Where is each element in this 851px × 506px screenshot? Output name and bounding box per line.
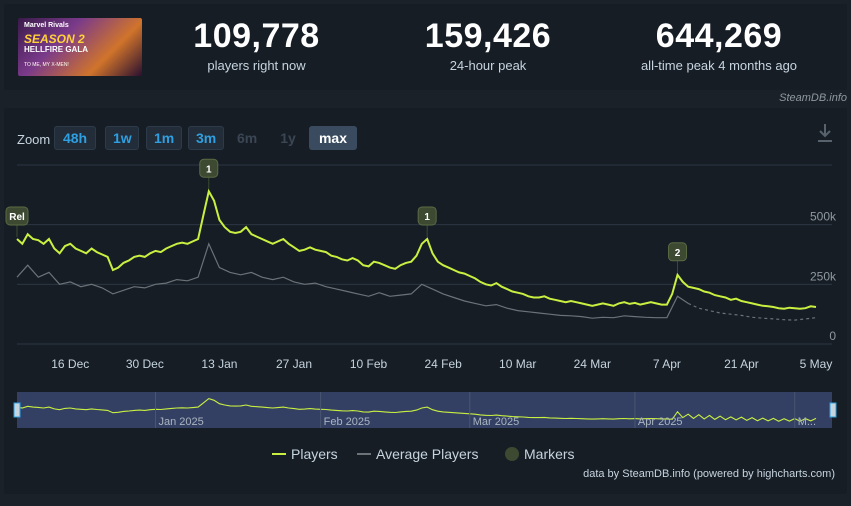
zoom-48h-button[interactable]: 48h [54, 126, 96, 150]
average-players-line [16, 242, 689, 319]
chart-gridlines [17, 164, 832, 345]
chart-markers: Rel 1 1 2 [5, 158, 688, 273]
marker[interactable]: 2 [668, 242, 688, 273]
x-tick-label: 30 Dec [126, 357, 164, 371]
legend-label: Average Players [376, 446, 478, 462]
navigator-line [16, 397, 817, 422]
stats-panel: Marvel Rivals SEASON 2 HELLFIRE GALA TO … [4, 4, 847, 90]
chart-legend: Players Average Players Markers [272, 446, 575, 462]
y-tick-label: 0 [829, 329, 836, 343]
stat-current-players: 109,778 players right now [174, 18, 339, 73]
marker-label: 1 [424, 212, 430, 223]
x-tick-label: 5 May [800, 357, 833, 371]
zoom-label: Zoom [17, 132, 51, 147]
players-line [16, 188, 817, 310]
x-tick-label: 10 Mar [499, 357, 536, 371]
zoom-1y-button[interactable]: 1y [280, 130, 296, 146]
zoom-6m-button[interactable]: 6m [237, 130, 258, 146]
zoom-1m-button[interactable]: 1m [146, 126, 182, 150]
y-tick-label: 500k [810, 210, 837, 224]
banner-tagline: TO ME, MY X-MEN! [24, 62, 69, 68]
navigator-month-label: Mar 2025 [473, 416, 519, 428]
marker[interactable]: 1 [199, 158, 219, 190]
legend-label: Markers [524, 446, 575, 462]
x-tick-label: 27 Jan [276, 357, 312, 371]
x-tick-label: 10 Feb [350, 357, 388, 371]
navigator-month-label: Feb 2025 [324, 416, 370, 428]
x-tick-label: 16 Dec [51, 357, 89, 371]
legend-item[interactable]: Markers [505, 446, 575, 462]
navigator-month-label: Jan 2025 [158, 416, 203, 428]
zoom-3m-button[interactable]: 3m [188, 126, 224, 150]
steamdb-credit-link[interactable]: SteamDB.info [779, 92, 847, 104]
legend-item[interactable]: Average Players [357, 446, 478, 462]
all-time-peak-label: all-time peak 4 months ago [640, 58, 798, 73]
average-players-projection-line [687, 302, 817, 321]
marker-badge[interactable] [5, 206, 29, 226]
marker-badge[interactable] [199, 158, 219, 178]
game-banner-image[interactable]: Marvel Rivals SEASON 2 HELLFIRE GALA TO … [18, 18, 142, 76]
download-icon[interactable] [815, 122, 835, 144]
marker[interactable]: Rel [5, 206, 29, 237]
marker-label: 1 [206, 164, 212, 175]
stat-all-time-peak: 644,269 all-time peak 4 months ago [619, 18, 819, 73]
marker[interactable]: 1 [417, 206, 437, 237]
marker-label: 2 [675, 248, 681, 259]
banner-event: HELLFIRE GALA [24, 45, 88, 54]
navigator-right-handle[interactable] [829, 402, 837, 418]
navigator-month-label: M... [798, 416, 816, 428]
stat-24h-peak: 159,426 24-hour peak [404, 18, 572, 73]
navigator-month-label: Apr 2025 [638, 416, 683, 428]
current-players-label: players right now [207, 58, 306, 73]
peak-24h-value: 159,426 [424, 17, 552, 55]
x-tick-label: 24 Feb [424, 357, 462, 371]
marker-badge[interactable] [417, 206, 437, 226]
navigator-labels: Jan 2025 Feb 2025 Mar 2025 Apr 2025 M... [154, 392, 816, 428]
chart-panel: Zoom 48h 1w 1m 3m 6m 1y max data by Stea… [4, 108, 847, 494]
peak-24h-label: 24-hour peak [449, 58, 527, 73]
current-players-value: 109,778 [193, 17, 320, 55]
legend-label: Players [291, 446, 338, 462]
marker-label: Rel [9, 212, 25, 223]
legend-item[interactable]: Players [272, 446, 338, 462]
x-tick-label: 21 Apr [724, 357, 759, 371]
legend-swatch [505, 447, 519, 461]
y-tick-label: 250k [810, 269, 837, 283]
banner-subtitle: Marvel Rivals [24, 22, 69, 29]
all-time-peak-value: 644,269 [655, 17, 783, 55]
zoom-1w-button[interactable]: 1w [105, 126, 139, 150]
x-tick-label: 7 Apr [653, 357, 681, 371]
x-tick-label: 13 Jan [201, 357, 237, 371]
banner-title: SEASON 2 [24, 32, 85, 46]
x-axis-ticks: 16 Dec 30 Dec 13 Jan 27 Jan 10 Feb 24 Feb 10 M… [51, 357, 832, 371]
zoom-max-button[interactable]: max [309, 126, 357, 150]
navigator-left-handle[interactable] [13, 402, 21, 418]
y-axis-ticks: 0 250k 500k [810, 210, 837, 343]
chart-data-credit: data by SteamDB.info (powered by highcha… [583, 468, 835, 480]
range-navigator[interactable]: Jan 2025 Feb 2025 Mar 2025 Apr 2025 M... [13, 392, 837, 428]
marker-badge[interactable] [668, 242, 688, 262]
x-tick-label: 24 Mar [574, 357, 611, 371]
